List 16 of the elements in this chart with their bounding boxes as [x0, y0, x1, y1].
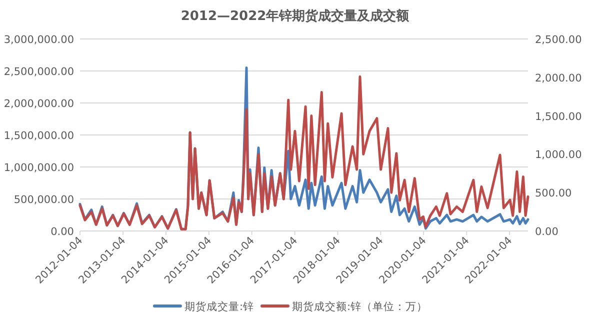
- y2-tick-label: 1,500.00: [535, 110, 582, 123]
- y-tick-label: 0.00: [50, 226, 74, 238]
- y2-tick-label: 2,000.00: [535, 72, 582, 84]
- y2-tick-label: 0.00: [535, 226, 558, 238]
- y-tick-label: 1,000,000.00: [4, 162, 74, 174]
- y-tick-label: 2,000,000.00: [4, 98, 74, 110]
- y-tick-label: 500,000.00: [14, 194, 74, 206]
- y2-tick-label: 1,000.00: [535, 149, 582, 162]
- y-tick-label: 1,500,000.00: [4, 130, 74, 142]
- chart-title: 2012—2022年锌期货成交量及成交额: [180, 8, 410, 24]
- y2-tick-label: 2,500.00: [535, 34, 582, 46]
- legend-label: 期货成交量:锌: [184, 300, 254, 313]
- legend-label: 期货成交额:锌（单位：万）: [292, 300, 428, 313]
- y-tick-label: 3,000,000.00: [4, 34, 74, 46]
- y2-tick-label: 500.00: [535, 188, 572, 200]
- y-tick-label: 2,500,000.00: [4, 66, 74, 78]
